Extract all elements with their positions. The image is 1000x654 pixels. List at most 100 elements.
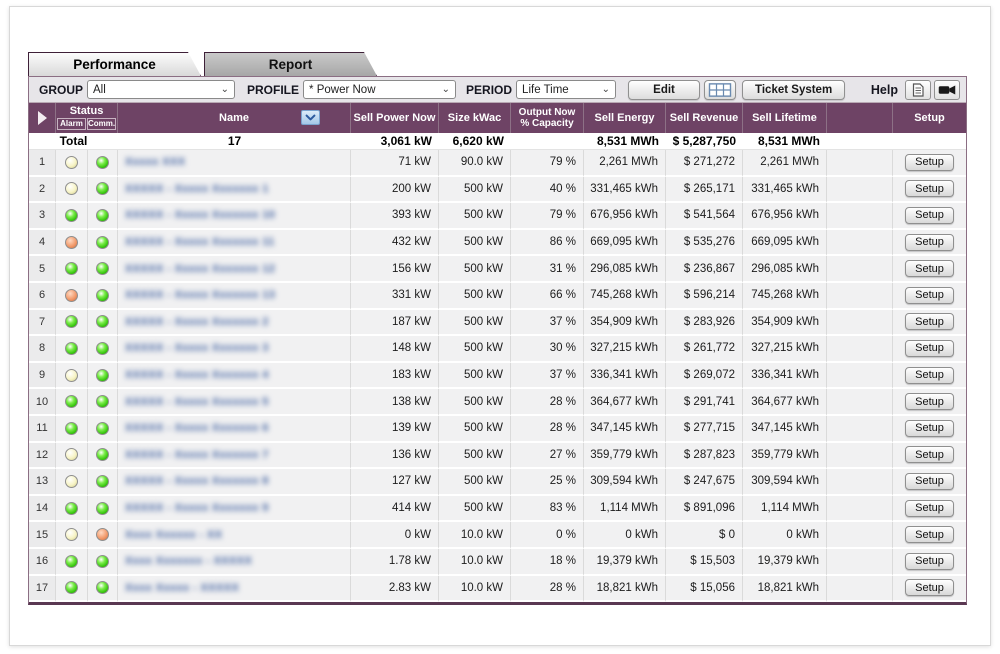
header-sell-energy: Sell Energy [584,103,666,133]
alarm-led-cell [56,282,88,310]
group-select[interactable]: All ⌄ [87,80,236,99]
tab-performance[interactable]: Performance [28,52,201,76]
site-name-cell: XXXXX - Xxxxx Xxxxxxx 7 [118,442,351,470]
site-name-blurred: XXXXX - Xxxxx Xxxxxxx 2 [125,315,269,328]
video-camera-icon [938,85,956,94]
ticket-system-button[interactable]: Ticket System [742,79,846,100]
site-name-blurred: XXXXX - Xxxxx Xxxxxxx 4 [125,369,269,382]
size-value: 500 kW [439,309,511,337]
setup-button[interactable]: Setup [905,233,954,251]
alarm-status-led [65,182,78,196]
total-size: 6,620 kW [452,134,504,148]
help-video-button[interactable] [934,79,960,100]
site-name-blurred: Xxxx Xxxxx - XXXXX [125,581,240,594]
setup-button[interactable]: Setup [905,446,954,464]
alarm-status-led [65,448,78,462]
setup-button[interactable]: Setup [905,153,954,171]
output-capacity-value: 28 % [511,575,584,603]
setup-button[interactable]: Setup [905,366,954,384]
comm-status-led [96,528,109,542]
header-name: Name [118,103,351,133]
sell-power-value: 414 kW [351,495,439,523]
setup-button[interactable]: Setup [905,526,954,544]
sell-revenue-value: $ 271,272 [666,150,743,177]
setup-button[interactable]: Setup [905,339,954,357]
period-select[interactable]: Life Time ⌄ [516,80,617,99]
sell-lifetime-value: 336,341 kWh [743,362,827,390]
setup-button[interactable]: Setup [905,393,954,411]
output-capacity-value: 28 % [511,415,584,443]
comm-led-cell [88,150,118,177]
sell-power-value: 1.78 kW [351,548,439,576]
sell-energy-value: 1,114 MWh [584,495,666,523]
site-name-blurred: XXXXX - Xxxxx Xxxxxxx 12 [125,262,276,275]
alarm-led-cell [56,229,88,257]
table-header: Status Alarm Comm. Name Sell Power Now [29,103,966,133]
name-sort-dropdown[interactable] [301,110,320,125]
profile-select-value: * Power Now [309,83,376,96]
setup-button[interactable]: Setup [905,313,954,331]
tab-report[interactable]: Report [204,52,377,76]
profile-label: PROFILE [247,82,300,97]
alarm-led-cell [56,309,88,337]
sell-lifetime-value: 1,114 MWh [743,495,827,523]
table-row: 15 Xxxx Xxxxxx - XX 0 kW 10.0 kW 0 % 0 k… [29,522,966,549]
comm-led-cell [88,495,118,523]
sell-energy-value: 19,379 kWh [584,548,666,576]
empty-cell [827,309,893,337]
sell-revenue-value: $ 261,772 [666,336,743,363]
setup-button[interactable]: Setup [905,260,954,278]
row-number: 11 [29,415,56,443]
help-document-button[interactable] [905,79,931,100]
setup-button[interactable]: Setup [905,419,954,437]
site-name-cell: XXXXX - Xxxxx Xxxxxxx 12 [118,256,351,283]
alarm-status-led [65,368,78,382]
total-sell-power: 3,061 kW [380,134,432,148]
sell-lifetime-value: 309,594 kWh [743,469,827,496]
comm-status-led [96,474,109,488]
setup-cell: Setup [893,575,966,603]
comm-status-led [96,501,109,515]
edit-button[interactable]: Edit [628,79,701,100]
setup-button[interactable]: Setup [905,180,954,198]
setup-button[interactable]: Setup [905,286,954,304]
grid-view-button[interactable] [704,79,737,100]
comm-status-led [96,235,109,249]
sell-revenue-value: $ 596,214 [666,282,743,310]
total-label: Total [59,134,88,148]
sell-energy-value: 2,261 MWh [584,150,666,177]
site-name-blurred: Xxxxx XXX [125,156,186,169]
site-name-cell: Xxxxx XXX [118,150,351,177]
total-sell-lifetime: 8,531 MWh [757,134,820,148]
site-name-blurred: XXXXX - Xxxxx Xxxxxxx 8 [125,475,269,488]
sell-lifetime-value: 18,821 kWh [743,575,827,603]
comm-led-cell [88,176,118,204]
profile-select[interactable]: * Power Now ⌄ [303,80,457,99]
output-capacity-value: 30 % [511,336,584,363]
site-name-cell: XXXXX - Xxxxx Xxxxxxx 8 [118,469,351,496]
empty-cell [827,575,893,603]
alarm-led-cell [56,336,88,363]
setup-button[interactable]: Setup [905,579,954,597]
setup-button[interactable]: Setup [905,472,954,490]
row-number: 10 [29,389,56,416]
header-setup: Setup [914,111,945,124]
sell-revenue-value: $ 269,072 [666,362,743,390]
setup-button[interactable]: Setup [905,552,954,570]
sell-power-value: 183 kW [351,362,439,390]
comm-status-led [96,155,109,169]
empty-cell [827,415,893,443]
table-row: 13 XXXXX - Xxxxx Xxxxxxx 8 127 kW 500 kW… [29,469,966,496]
size-value: 500 kW [439,256,511,283]
tab-bar: Performance Report [28,52,967,76]
row-number: 1 [29,150,56,177]
group-label: GROUP [39,82,84,97]
size-value: 10.0 kW [439,522,511,549]
empty-cell [827,256,893,283]
sell-lifetime-value: 354,909 kWh [743,309,827,337]
table-row: 8 XXXXX - Xxxxx Xxxxxxx 3 148 kW 500 kW … [29,336,966,363]
size-value: 500 kW [439,415,511,443]
setup-button[interactable]: Setup [905,499,954,517]
setup-button[interactable]: Setup [905,206,954,224]
output-capacity-value: 79 % [511,150,584,177]
